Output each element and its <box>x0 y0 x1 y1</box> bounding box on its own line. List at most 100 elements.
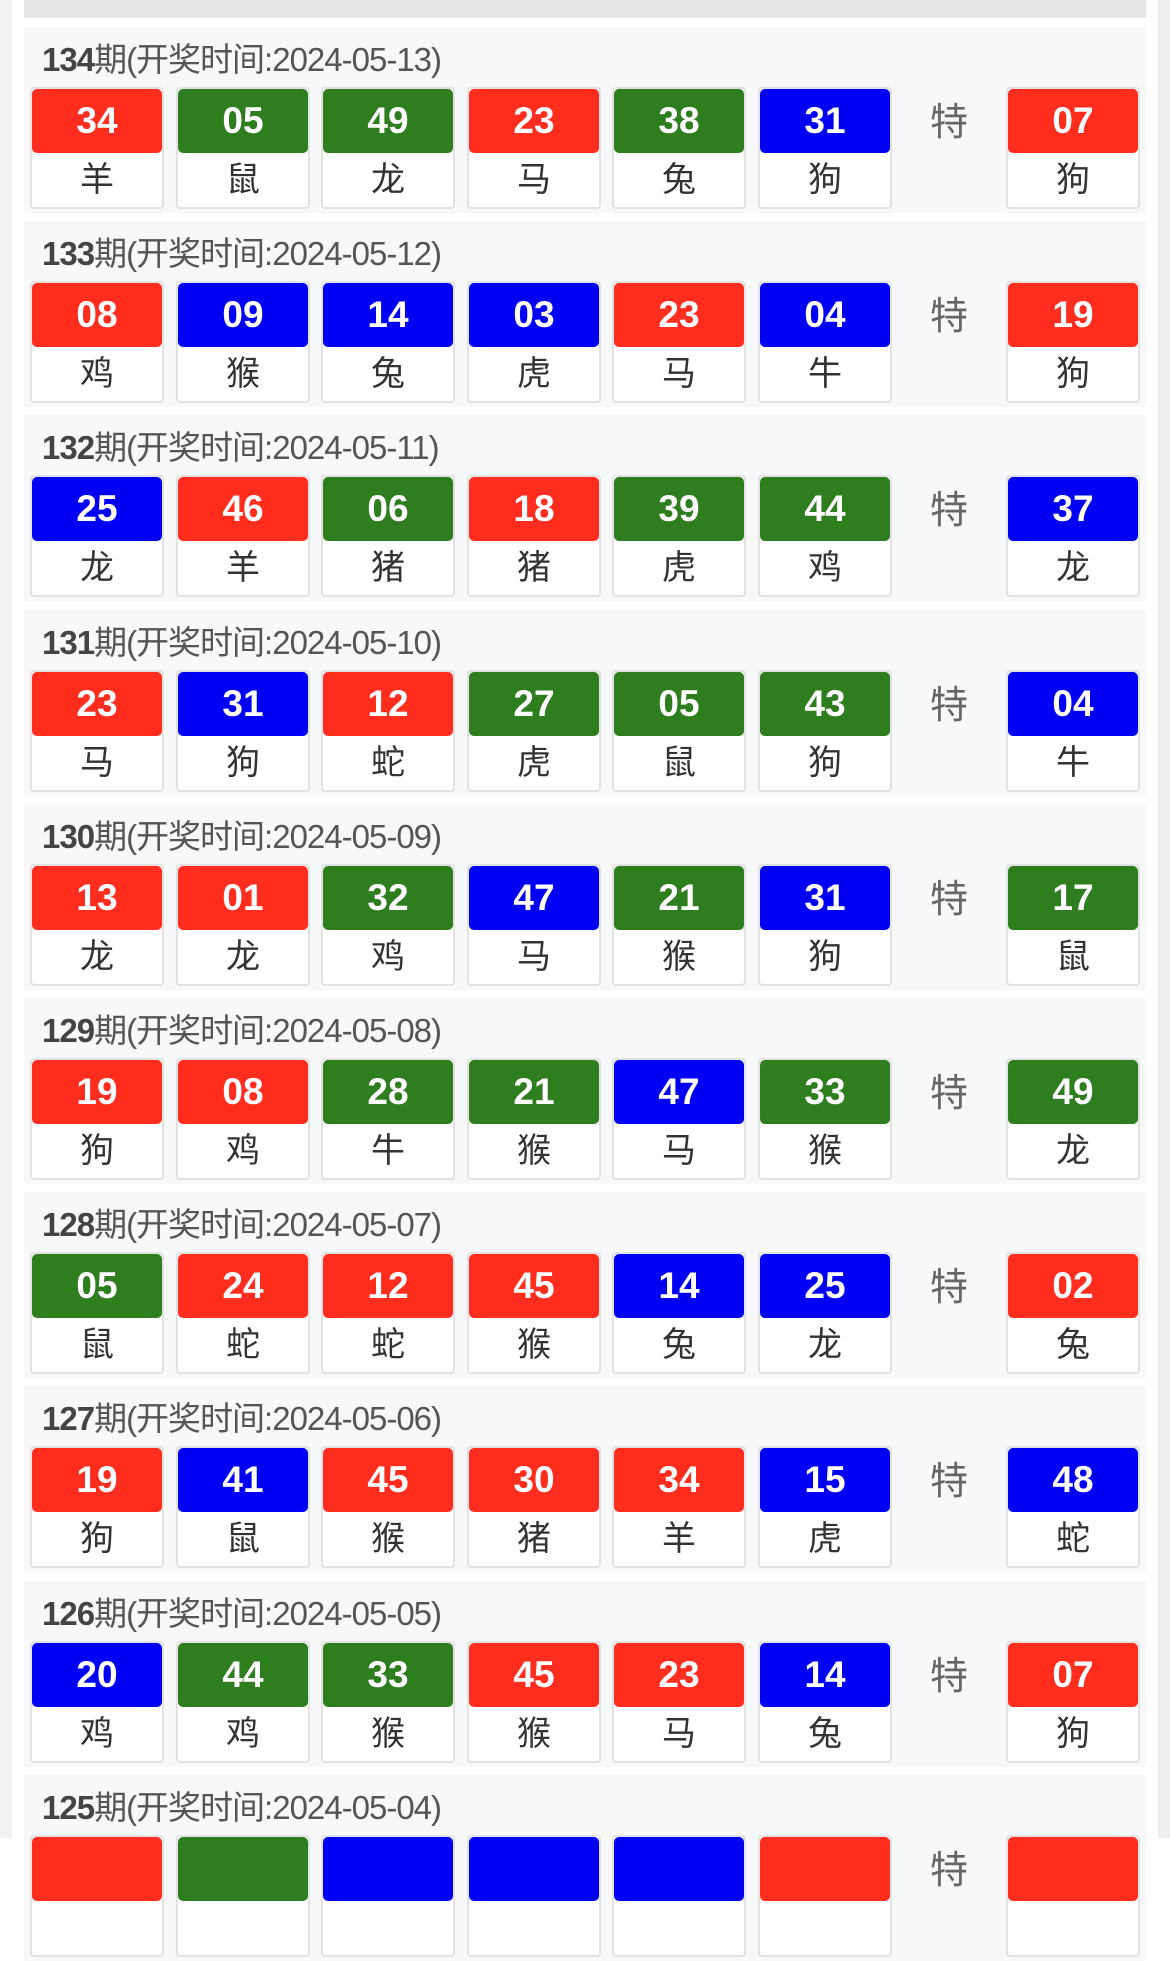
zodiac-label: 狗 <box>80 1519 114 1560</box>
number-ball: 34 羊 <box>612 1446 746 1569</box>
draw-row: 134期(开奖时间:2024-05-13) 34 羊 05 鼠 49 龙 23 马 38 兔 31 狗 特… <box>24 27 1146 213</box>
ball-number <box>469 1836 599 1901</box>
zodiac-label <box>1008 1901 1138 1955</box>
scrollbar-track[interactable] <box>1158 0 1170 1838</box>
period-number: 133 <box>42 235 95 273</box>
number-ball: 14 兔 <box>758 1640 892 1763</box>
zodiac-label: 猴 <box>371 1519 405 1560</box>
special-label: 特 <box>929 294 968 339</box>
number-ball: 24 蛇 <box>176 1252 310 1375</box>
special-label: 特 <box>929 1653 968 1698</box>
special-ball: 04 牛 <box>1006 669 1140 792</box>
ball-number: 21 <box>614 865 744 930</box>
zodiac-label: 兔 <box>371 354 405 395</box>
ball-number: 12 <box>323 671 453 736</box>
zodiac-label: 鸡 <box>226 1713 260 1754</box>
number-ball: 12 蛇 <box>321 1252 455 1375</box>
number-ball: 23 马 <box>612 281 746 404</box>
ball-number: 44 <box>760 477 890 542</box>
draw-time: 期(开奖时间:2024-05-12) <box>94 235 442 273</box>
period-number: 129 <box>42 1012 95 1049</box>
draw-header: 131期(开奖时间:2024-05-10) <box>42 616 442 664</box>
ball-number: 23 <box>614 283 744 348</box>
zodiac-label: 猴 <box>517 1325 551 1366</box>
zodiac-label: 龙 <box>1056 1131 1090 1171</box>
draw-time: 期(开奖时间:2024-05-11) <box>94 429 440 467</box>
ball-number: 23 <box>469 89 599 153</box>
special-label: 特 <box>929 1071 968 1115</box>
zodiac-label: 羊 <box>662 1519 696 1560</box>
number-ball: 19 狗 <box>30 1058 164 1180</box>
zodiac-label: 猪 <box>371 548 405 589</box>
number-ball: 20 鸡 <box>30 1640 164 1763</box>
number-ball: 47 马 <box>467 863 601 986</box>
draw-row: 129期(开奖时间:2024-05-08) 19 狗 08 鸡 28 牛 21 猴 47 马 33 猴 特… <box>24 998 1146 1184</box>
number-ball <box>467 1834 601 1957</box>
ball-number: 09 <box>178 283 308 348</box>
zodiac-label: 鼠 <box>226 160 260 200</box>
number-ball: 44 鸡 <box>758 475 892 598</box>
ball-number: 17 <box>1008 865 1138 930</box>
number-ball: 04 牛 <box>758 281 892 404</box>
zodiac-label: 狗 <box>1056 1713 1090 1754</box>
zodiac-label <box>614 1901 744 1955</box>
draw-time: 期(开奖时间:2024-05-13) <box>94 41 442 78</box>
number-ball: 23 马 <box>612 1640 746 1763</box>
zodiac-label: 猪 <box>517 548 551 589</box>
draw-header: 130期(开奖时间:2024-05-09) <box>42 810 442 858</box>
ball-number: 20 <box>32 1642 162 1707</box>
ball-number: 37 <box>1008 477 1138 542</box>
zodiac-label: 龙 <box>80 936 114 977</box>
number-ball: 34 羊 <box>30 87 164 209</box>
zodiac-label: 马 <box>662 1131 696 1171</box>
ball-number: 23 <box>32 671 162 736</box>
ball-number: 43 <box>760 671 890 736</box>
ball-number: 45 <box>469 1642 599 1707</box>
number-ball: 15 虎 <box>758 1446 892 1569</box>
number-ball: 06 猪 <box>321 475 455 598</box>
zodiac-label: 鼠 <box>662 742 696 783</box>
period-number: 131 <box>42 623 95 661</box>
special-label: 特 <box>929 488 968 533</box>
special-label: 特 <box>929 1459 968 1504</box>
zodiac-label: 马 <box>517 160 551 200</box>
draw-time: 期(开奖时间:2024-05-08) <box>94 1012 442 1049</box>
period-number: 128 <box>42 1206 95 1244</box>
special-label: 特 <box>929 100 968 144</box>
number-ball: 08 鸡 <box>176 1058 310 1180</box>
left-margin <box>0 0 12 1838</box>
ball-number <box>760 1836 890 1901</box>
special-ball: 49 龙 <box>1006 1058 1140 1180</box>
ball-number: 34 <box>614 1448 744 1513</box>
number-ball <box>758 1834 892 1957</box>
ball-number: 31 <box>178 671 308 736</box>
zodiac-label: 龙 <box>226 936 260 977</box>
number-ball: 13 龙 <box>30 863 164 986</box>
ball-number: 23 <box>614 1642 744 1707</box>
period-number: 126 <box>42 1594 95 1632</box>
zodiac-label: 狗 <box>808 160 842 200</box>
number-ball: 38 兔 <box>612 87 746 209</box>
number-ball: 25 龙 <box>758 1252 892 1375</box>
ball-number: 45 <box>469 1254 599 1319</box>
ball-number <box>614 1836 744 1901</box>
ball-number: 19 <box>32 1448 162 1513</box>
draw-header: 134期(开奖时间:2024-05-13) <box>42 33 442 81</box>
zodiac-label: 鼠 <box>80 1325 114 1366</box>
special-ball: 07 狗 <box>1006 87 1140 209</box>
ball-number: 05 <box>32 1254 162 1319</box>
number-ball: 32 鸡 <box>321 863 455 986</box>
zodiac-label <box>32 1901 162 1955</box>
period-number: 130 <box>42 817 95 855</box>
ball-number: 21 <box>469 1060 599 1124</box>
ball-number: 34 <box>32 89 162 153</box>
ball-number: 30 <box>469 1448 599 1513</box>
top-bar <box>24 0 1146 18</box>
ball-number: 14 <box>760 1642 890 1707</box>
number-ball: 33 猴 <box>321 1640 455 1763</box>
zodiac-label: 狗 <box>1056 354 1090 395</box>
ball-number: 25 <box>760 1254 890 1319</box>
number-ball: 03 虎 <box>467 281 601 404</box>
draw-time: 期(开奖时间:2024-05-04) <box>94 1788 442 1826</box>
period-number: 127 <box>42 1400 95 1438</box>
